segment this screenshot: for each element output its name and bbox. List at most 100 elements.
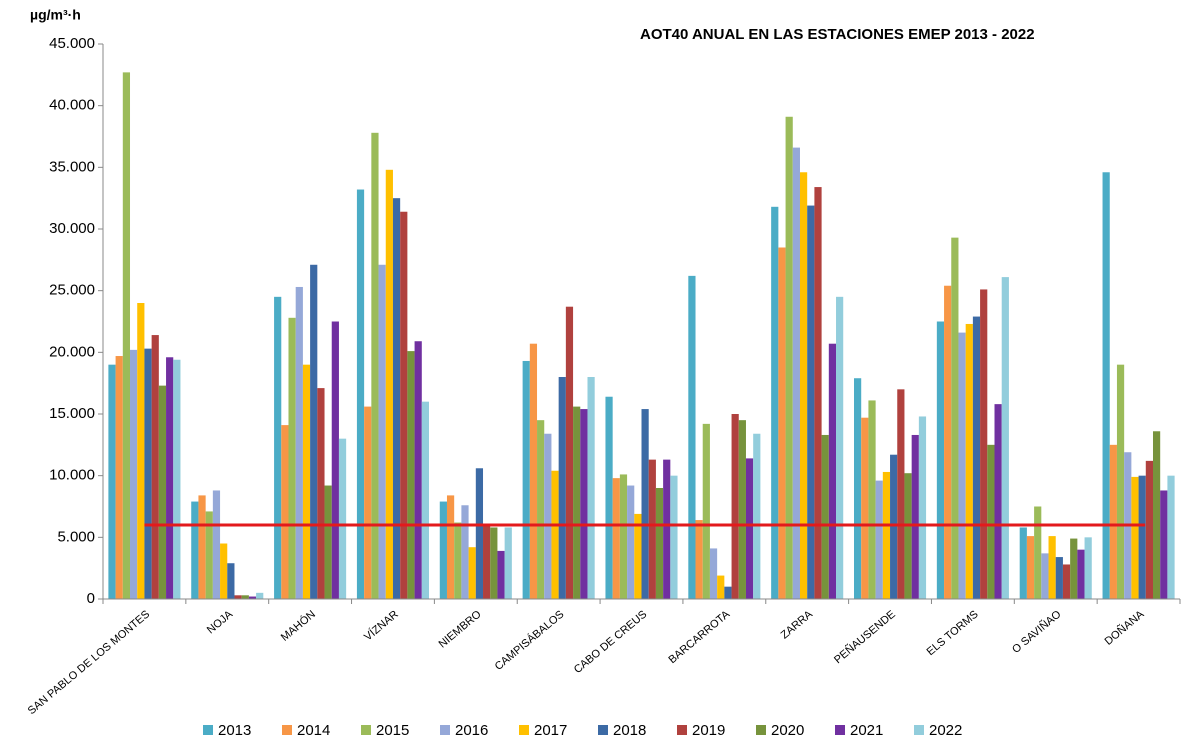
bar	[317, 388, 325, 599]
x-tick-label: ZARRA	[779, 608, 816, 642]
bar	[439, 501, 447, 599]
bar	[918, 416, 927, 599]
bar	[1070, 538, 1078, 599]
legend-swatch	[282, 725, 292, 735]
chart-title: AOT40 ANUAL EN LAS ESTACIONES EMEP 2013 …	[640, 26, 1035, 43]
bar	[468, 547, 476, 599]
bar	[994, 404, 1002, 599]
bar	[310, 264, 318, 599]
bar	[1102, 172, 1110, 599]
bar	[1145, 460, 1153, 599]
bar	[295, 286, 303, 599]
bar	[1167, 475, 1175, 599]
bar	[890, 454, 898, 599]
bar	[580, 409, 588, 599]
x-tick-label: CABO DE CREUS	[572, 608, 649, 676]
bar	[911, 434, 919, 599]
bar	[861, 417, 869, 599]
bar	[151, 335, 159, 599]
bar	[771, 206, 779, 600]
bar	[951, 237, 959, 599]
bar	[558, 377, 566, 599]
y-tick-label: 45.000	[49, 35, 95, 52]
bar	[385, 169, 393, 600]
bar	[137, 303, 145, 599]
legend-swatch	[519, 725, 529, 735]
bar	[400, 211, 408, 599]
y-tick-label: 10.000	[49, 467, 95, 484]
bar	[227, 563, 235, 599]
bar	[731, 414, 739, 599]
y-tick-label: 35.000	[49, 158, 95, 175]
bar	[302, 364, 311, 599]
bar	[1062, 564, 1071, 599]
bar	[702, 423, 710, 599]
bar	[248, 596, 257, 599]
bar	[1026, 536, 1035, 599]
bar	[573, 406, 581, 599]
bar	[688, 275, 696, 599]
legend-label: 2016	[455, 722, 488, 739]
bar	[497, 550, 505, 599]
bar	[371, 132, 379, 600]
bar	[944, 285, 952, 599]
bar	[738, 420, 746, 599]
legend-swatch	[677, 725, 687, 735]
legend-label: 2015	[376, 722, 409, 739]
legend-swatch	[598, 725, 608, 735]
legend-label: 2018	[613, 722, 646, 739]
legend-swatch	[203, 725, 213, 735]
bar	[619, 474, 628, 599]
bar	[288, 317, 296, 599]
legend-swatch	[835, 725, 845, 735]
bar	[364, 406, 372, 599]
x-tick-label: NOJA	[205, 608, 236, 636]
bar	[821, 434, 829, 599]
y-tick-label: 5.000	[57, 528, 95, 545]
legend-label: 2022	[929, 722, 962, 739]
bar	[1152, 431, 1161, 599]
bar	[234, 595, 242, 599]
x-tick-label: CAMPISÁBALOS	[492, 608, 566, 673]
bar	[1109, 444, 1117, 599]
legend-swatch	[361, 725, 371, 735]
bar	[612, 478, 620, 599]
bar	[212, 490, 221, 599]
bar	[778, 247, 786, 599]
legend-swatch	[756, 725, 766, 735]
bar	[529, 343, 538, 599]
bar	[936, 321, 945, 599]
bar	[785, 116, 793, 600]
bar	[475, 468, 484, 599]
bar	[1001, 277, 1009, 599]
bar	[392, 198, 401, 599]
bar	[205, 511, 213, 599]
bar	[220, 543, 228, 599]
bar	[745, 458, 754, 599]
bar	[191, 501, 199, 599]
bar	[565, 306, 574, 599]
bar	[241, 595, 249, 599]
bar	[414, 341, 422, 599]
bar	[836, 296, 844, 599]
bar	[1131, 476, 1139, 599]
bar	[504, 527, 512, 599]
bar	[958, 332, 966, 599]
legend-label: 2013	[218, 722, 251, 739]
x-tick-label: O SAVIÑAO	[1009, 607, 1063, 656]
bar	[799, 172, 808, 599]
bar	[1055, 557, 1063, 599]
bar	[724, 586, 732, 599]
legend-label: 2019	[692, 722, 725, 739]
bar	[663, 459, 671, 599]
bar	[1034, 506, 1042, 599]
bar	[814, 187, 822, 600]
bar	[882, 471, 891, 599]
bar	[198, 495, 206, 599]
bar	[421, 401, 429, 599]
bar	[324, 485, 332, 599]
x-tick-label: BARCARROTA	[667, 608, 733, 666]
bar	[1116, 364, 1125, 599]
bar	[378, 264, 386, 599]
bar	[854, 378, 862, 599]
